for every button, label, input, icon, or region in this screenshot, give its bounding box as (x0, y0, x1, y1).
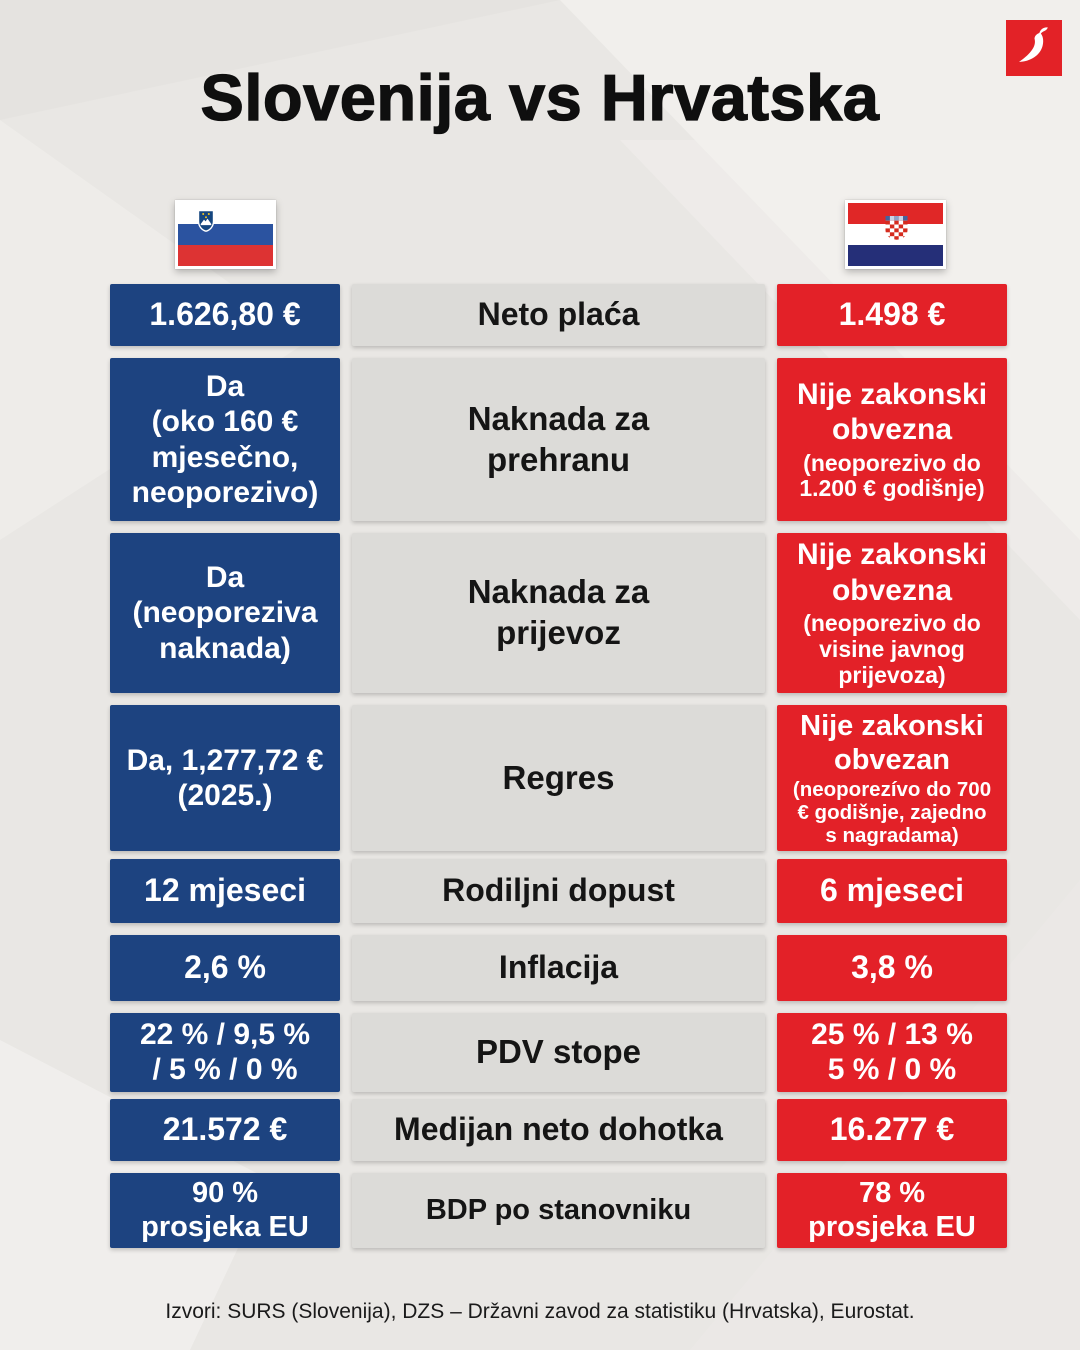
croatia-coat-of-arms (885, 216, 908, 240)
croatia-value: Nije zakonski obvezan (800, 710, 984, 777)
croatia-value-note: (neoporezivo do 1.200 € godišnje) (799, 449, 985, 502)
croatia-value-cell: 25 % / 13 % 5 % / 0 % (777, 1013, 1007, 1092)
category-label: Rodiljni dopust (442, 872, 675, 909)
category-cell: BDP po stanovniku (352, 1173, 765, 1249)
slovenia-value-cell: 12 mjeseci (110, 859, 340, 923)
page-title: Slovenija vs Hrvatska (200, 60, 880, 134)
croatia-value-cell: Nije zakonski obvezna (neoporezivo do vi… (777, 533, 1007, 693)
category-cell: Naknada za prijevoz (352, 533, 765, 693)
slovenia-value-cell: Da (neoporeziva naknada) (110, 533, 340, 693)
category-label: Medijan neto dohotka (394, 1111, 723, 1148)
category-label: Neto plaća (477, 296, 640, 333)
table-row: 1.626,80 € Neto plaća 1.498 € (110, 284, 1007, 346)
croatia-value-cell: Nije zakonski obvezan (neoporezívo do 70… (777, 705, 1007, 852)
slovenia-value-cell: 90 % prosjeka EU (110, 1173, 340, 1249)
slovenia-value-cell: 2,6 % (110, 935, 340, 1001)
sources-note: Izvori: SURS (Slovenija), DZS – Državni … (165, 1300, 915, 1323)
table-row: Da, 1,277,72 € (2025.) Regres Nije zakon… (110, 705, 1007, 852)
slovenia-value: Da (neoporeziva naknada) (132, 560, 318, 665)
croatia-value-cell: 1.498 € (777, 284, 1007, 346)
category-cell: PDV stope (352, 1013, 765, 1092)
croatia-value-note: (neoporezivo do visine javnog prijevoza) (803, 610, 981, 688)
slovenia-value: 12 mjeseci (144, 872, 306, 909)
slovenia-value: 90 % prosjeka EU (141, 1177, 309, 1243)
croatia-value-cell: 6 mjeseci (777, 859, 1007, 923)
slovenia-value: 22 % / 9,5 % / 5 % / 0 % (139, 1018, 311, 1087)
croatia-value-cell: 3,8 % (777, 935, 1007, 1001)
category-cell: Inflacija (352, 935, 765, 1001)
croatia-value: Nije zakonski obvezna (796, 538, 988, 607)
croatia-value-cell: Nije zakonski obvezna (neoporezivo do 1.… (777, 358, 1007, 521)
slovenia-value: 1.626,80 € (149, 296, 301, 333)
chili-pepper-icon (1006, 20, 1062, 76)
table-row: Da (neoporeziva naknada) Naknada za prij… (110, 533, 1007, 693)
slovenia-value-cell: 1.626,80 € (110, 284, 340, 346)
slovenia-value-cell: Da (oko 160 € mjesečno, neoporezivo) (110, 358, 340, 521)
category-label: Regres (502, 758, 615, 796)
slovenia-value-cell: Da, 1,277,72 € (2025.) (110, 705, 340, 852)
category-label: Naknada za prijevoz (467, 573, 650, 651)
croatia-value: 3,8 % (851, 949, 933, 986)
croatia-value: 16.277 € (829, 1111, 955, 1148)
croatia-value-cell: 16.277 € (777, 1099, 1007, 1161)
croatia-value: 1.498 € (838, 296, 946, 333)
comparison-table: 1.626,80 € Neto plaća 1.498 € Da (oko 16… (110, 284, 1007, 1249)
slovenia-value-cell: 22 % / 9,5 % / 5 % / 0 % (110, 1013, 340, 1092)
slovenia-value: 2,6 % (184, 949, 266, 986)
slovenia-value: Da, 1,277,72 € (2025.) (126, 743, 324, 813)
slovenia-value-cell: 21.572 € (110, 1099, 340, 1161)
table-row: Da (oko 160 € mjesečno, neoporezivo) Nak… (110, 358, 1007, 521)
croatia-value: 78 % prosjeka EU (808, 1177, 976, 1243)
category-label: BDP po stanovniku (425, 1193, 692, 1226)
croatia-value: 6 mjeseci (819, 872, 965, 909)
category-cell: Regres (352, 705, 765, 852)
slovenia-value: Da (oko 160 € mjesečno, neoporezivo) (131, 369, 319, 509)
croatia-value: 25 % / 13 % 5 % / 0 % (811, 1018, 973, 1087)
croatia-flag (845, 200, 946, 269)
category-cell: Medijan neto dohotka (352, 1099, 765, 1161)
slovenia-flag (175, 200, 276, 269)
table-row: 12 mjeseci Rodiljni dopust 6 mjeseci (110, 859, 1007, 923)
brand-logo (1006, 20, 1062, 76)
category-label: PDV stope (475, 1032, 642, 1070)
croatia-value-cell: 78 % prosjeka EU (777, 1173, 1007, 1249)
category-label: Inflacija (498, 949, 619, 986)
table-row: 21.572 € Medijan neto dohotka 16.277 € (110, 1099, 1007, 1161)
table-row: 22 % / 9,5 % / 5 % / 0 % PDV stope 25 % … (110, 1013, 1007, 1092)
category-cell: Neto plaća (352, 284, 765, 346)
category-cell: Rodiljni dopust (352, 859, 765, 923)
croatia-value: Nije zakonski obvezna (796, 377, 988, 447)
category-label: Naknada za prehranu (467, 399, 650, 478)
table-row: 90 % prosjeka EU BDP po stanovniku 78 % … (110, 1173, 1007, 1249)
slovenia-coat-of-arms (197, 209, 215, 232)
slovenia-value: 21.572 € (162, 1111, 288, 1148)
table-row: 2,6 % Inflacija 3,8 % (110, 935, 1007, 1001)
croatia-value-note: (neoporezívo do 700 € godišnje, zajedno … (792, 778, 992, 847)
category-cell: Naknada za prehranu (352, 358, 765, 521)
